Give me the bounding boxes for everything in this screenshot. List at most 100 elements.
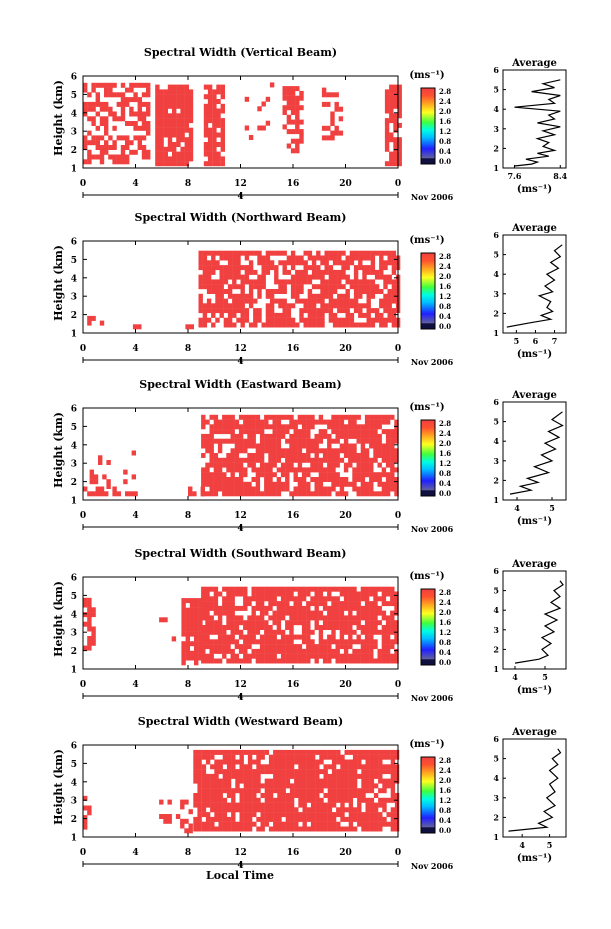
- heatmap-cell: [248, 284, 254, 290]
- heatmap-cell: [211, 250, 216, 256]
- heatmap-cell: [193, 826, 198, 832]
- heatmap-cell: [155, 151, 160, 157]
- heatmap-cell: [390, 443, 395, 449]
- heatmap-cell: [184, 99, 189, 104]
- average-x-tick-label: 5: [547, 840, 553, 850]
- heatmap-cell: [327, 816, 333, 822]
- heatmap-cell: [273, 816, 278, 822]
- heatmap-cell: [155, 89, 160, 95]
- heatmap-cell: [362, 322, 367, 328]
- heatmap-cell: [210, 802, 215, 808]
- heatmap-cell: [348, 591, 353, 597]
- heatmap-cell: [352, 783, 358, 789]
- heatmap-cell: [244, 317, 250, 323]
- heatmap-cell: [159, 161, 164, 167]
- heatmap-cell: [331, 429, 336, 435]
- heatmap-cell: [379, 317, 384, 323]
- heatmap-cell: [223, 255, 229, 261]
- heatmap-cell: [364, 644, 370, 650]
- heatmap-cell: [248, 303, 254, 309]
- heatmap-cell: [238, 491, 244, 497]
- y-tick-label: 1: [71, 497, 77, 507]
- heatmap-cell: [301, 419, 307, 425]
- heatmap-cell: [238, 481, 244, 487]
- heatmap-cell: [239, 788, 244, 794]
- heatmap-cell: [295, 143, 300, 149]
- heatmap-cell: [209, 481, 214, 487]
- heatmap-cell: [383, 293, 388, 299]
- heatmap-cell: [369, 424, 374, 430]
- heatmap-cell: [319, 812, 324, 818]
- heatmap-cell: [222, 749, 228, 755]
- heatmap-cell: [189, 622, 195, 627]
- heatmap-cell: [337, 298, 342, 304]
- heatmap-cell: [227, 260, 233, 266]
- heatmap-cell: [366, 303, 371, 309]
- heatmap-cell: [386, 749, 391, 755]
- heatmap-cell: [273, 783, 278, 789]
- heatmap-cell: [369, 462, 374, 468]
- heatmap-cell: [394, 477, 399, 482]
- heatmap-cell: [159, 132, 164, 138]
- heatmap-cell: [217, 591, 223, 597]
- heatmap-cell: [243, 821, 249, 827]
- heatmap-cell: [274, 317, 279, 323]
- heatmap-cell: [369, 620, 374, 626]
- heatmap-cell: [339, 615, 345, 621]
- heatmap-cell: [217, 462, 223, 468]
- heatmap-cell: [314, 467, 319, 473]
- heatmap-cell: [335, 472, 340, 478]
- heatmap-cell: [314, 491, 319, 497]
- heatmap-cell: [280, 634, 286, 640]
- heatmap-cell: [201, 634, 206, 640]
- heatmap-cell: [181, 655, 186, 661]
- heatmap-cell: [219, 274, 224, 280]
- heatmap-cell: [185, 324, 190, 330]
- heatmap-cell: [294, 812, 299, 818]
- heatmap-cell: [214, 759, 219, 765]
- heatmap-cell: [141, 92, 147, 98]
- heatmap-cell: [384, 132, 390, 138]
- heatmap-cell: [349, 317, 355, 323]
- heatmap-cell: [343, 448, 349, 454]
- heatmap-cell: [331, 816, 337, 822]
- heatmap-cell: [289, 615, 294, 621]
- heatmap-cell: [222, 807, 228, 813]
- heatmap-cell: [394, 419, 399, 425]
- heatmap-cell: [362, 265, 367, 271]
- heatmap-cell: [394, 453, 399, 458]
- y-tick-label: 3: [71, 128, 77, 138]
- heatmap-cell: [301, 481, 307, 487]
- heatmap-cell: [297, 443, 303, 449]
- heatmap-cell: [289, 639, 294, 645]
- heatmap-cell: [238, 472, 244, 478]
- heatmap-cell: [365, 797, 370, 803]
- heatmap-cell: [239, 826, 244, 832]
- heatmap-cell: [261, 265, 266, 271]
- heatmap-cell: [327, 658, 332, 664]
- heatmap-cell: [352, 620, 357, 626]
- heatmap-cell: [299, 260, 304, 266]
- heatmap-cell: [326, 135, 331, 141]
- heatmap-cell: [230, 467, 235, 473]
- heatmap-cell: [259, 605, 265, 611]
- heatmap-cell: [356, 620, 361, 626]
- heatmap-cell: [230, 462, 235, 468]
- heatmap-cell: [201, 414, 206, 420]
- heatmap-cell: [301, 658, 307, 664]
- colorbar: [420, 87, 436, 165]
- heatmap-cell: [314, 586, 319, 592]
- heatmap-cell: [217, 443, 223, 449]
- heatmap-cell: [320, 317, 325, 323]
- heatmap-cell: [234, 658, 240, 664]
- heatmap-cell: [390, 807, 396, 813]
- heatmap-cell: [293, 610, 298, 616]
- heatmap-cell: [234, 591, 240, 597]
- heatmap-cell: [381, 634, 387, 640]
- heatmap-cell: [391, 308, 397, 314]
- heatmap-cell: [106, 479, 111, 485]
- heatmap-cell: [218, 788, 223, 794]
- heatmap-cell: [214, 793, 219, 798]
- heatmap-cell: [244, 312, 250, 318]
- heatmap-cell: [298, 778, 303, 784]
